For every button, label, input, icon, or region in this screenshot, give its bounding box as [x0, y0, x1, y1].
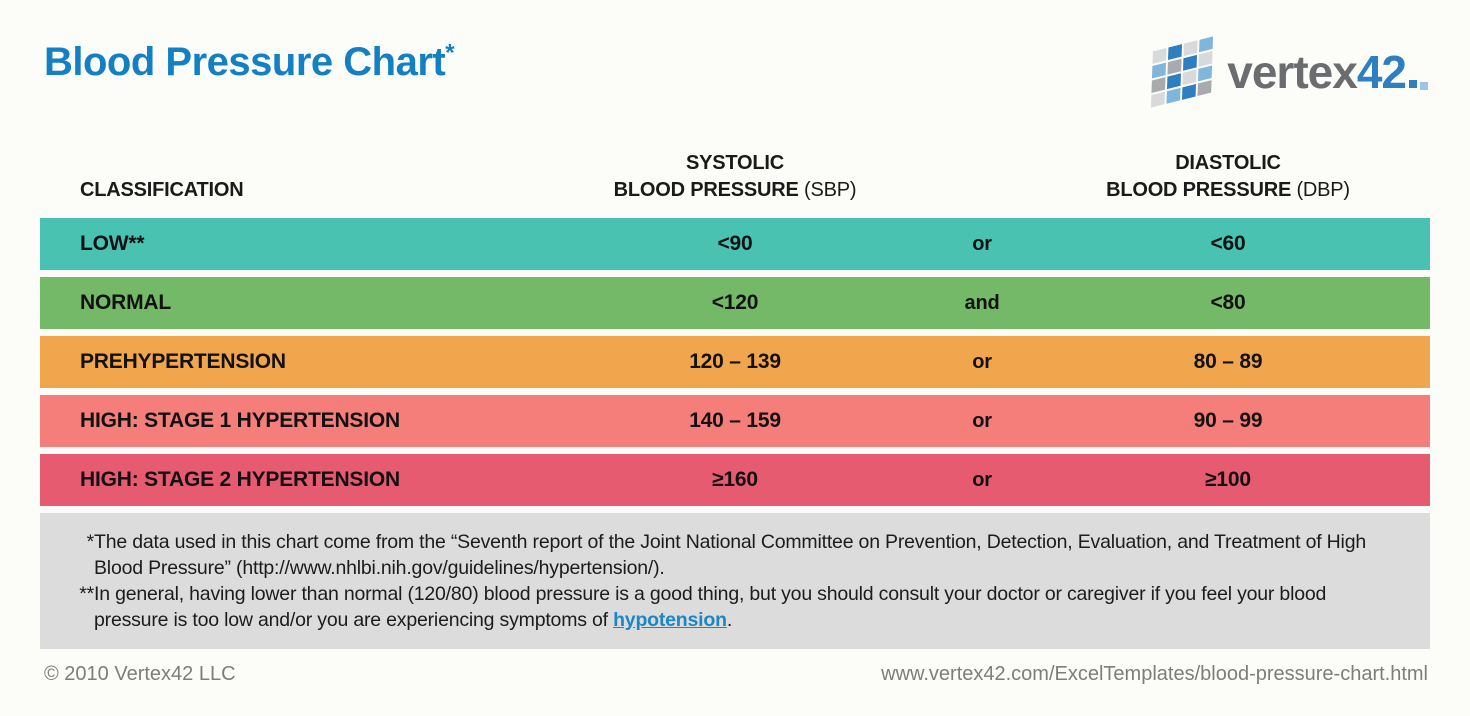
copyright-text: © 2010 Vertex42 LLC — [44, 663, 236, 685]
diastolic-header-abbr: (DBP) — [1296, 179, 1350, 201]
row-classification: LOW** — [80, 232, 145, 255]
table-row-prehypertension: PREHYPERTENSION 120 – 139 or 80 – 89 — [40, 336, 1430, 388]
logo-word: vertex — [1227, 46, 1358, 98]
row-connector: and — [964, 291, 1000, 314]
table-row-stage1-hypertension: HIGH: STAGE 1 HYPERTENSION 140 – 159 or … — [40, 395, 1430, 447]
table-row-stage2-hypertension: HIGH: STAGE 2 HYPERTENSION ≥160 or ≥100 — [40, 454, 1430, 506]
footnote-marker: * — [86, 531, 95, 553]
page-title-text: Blood Pressure Chart — [44, 40, 446, 84]
diastolic-header-bold: BLOOD PRESSURE — [1106, 179, 1292, 201]
row-classification: HIGH: STAGE 1 HYPERTENSION — [80, 409, 400, 432]
footnote-marker: ** — [79, 583, 94, 605]
systolic-header-line2: BLOOD PRESSURE (SBP) — [532, 177, 938, 204]
diastolic-header-line2: BLOOD PRESSURE (DBP) — [1026, 177, 1430, 204]
logo-dot-icon — [1409, 80, 1417, 88]
footnote-low-bp: ** In general, having lower than normal … — [70, 581, 1400, 633]
table-header-row: CLASSIFICATION SYSTOLIC BLOOD PRESSURE (… — [40, 150, 1430, 218]
row-dbp-value: 80 – 89 — [1193, 350, 1263, 373]
footnote-source: * The data used in this chart come from … — [70, 529, 1400, 581]
footnote-source-text: The data used in this chart come from th… — [94, 531, 1366, 579]
column-header-classification: CLASSIFICATION — [80, 179, 244, 201]
title-footnote-marker: * — [445, 39, 455, 67]
row-connector: or — [972, 409, 992, 432]
row-classification: NORMAL — [80, 291, 171, 314]
row-dbp-value: <80 — [1210, 291, 1246, 314]
row-classification: PREHYPERTENSION — [80, 350, 286, 373]
column-header-systolic: SYSTOLIC BLOOD PRESSURE (SBP) — [532, 150, 938, 204]
row-sbp-value: <120 — [711, 291, 759, 314]
vertex42-logo: vertex42 — [1151, 36, 1430, 108]
masthead: Blood Pressure Chart* vertex42 — [40, 36, 1430, 108]
page-title: Blood Pressure Chart* — [40, 36, 455, 88]
systolic-header-abbr: (SBP) — [804, 179, 857, 201]
table-row-low: LOW** <90 or <60 — [40, 218, 1430, 270]
source-url-text: www.vertex42.com/ExcelTemplates/blood-pr… — [881, 663, 1428, 685]
logo-dot-icon — [1420, 82, 1428, 90]
logo-number: 42 — [1356, 46, 1407, 98]
row-connector: or — [972, 468, 992, 491]
footnote-low-bp-text: In general, having lower than normal (12… — [94, 581, 1400, 633]
footnotes-box: * The data used in this chart come from … — [40, 513, 1430, 649]
row-sbp-value: 120 – 139 — [689, 350, 781, 373]
diastolic-header-line1: DIASTOLIC — [1175, 152, 1281, 174]
row-connector: or — [972, 350, 992, 373]
row-sbp-value: 140 – 159 — [689, 409, 781, 432]
vertex42-wordmark: vertex42 — [1227, 42, 1428, 102]
table-row-normal: NORMAL <120 and <80 — [40, 277, 1430, 329]
systolic-header-line1: SYSTOLIC — [685, 152, 785, 174]
systolic-header-bold: BLOOD PRESSURE — [613, 179, 799, 201]
row-dbp-value: 90 – 99 — [1193, 409, 1263, 432]
row-dbp-value: ≥100 — [1205, 468, 1251, 491]
classification-table: LOW** <90 or <60 NORMAL <120 and <80 PRE… — [40, 218, 1430, 506]
page-footer: © 2010 Vertex42 LLC www.vertex42.com/Exc… — [40, 663, 1430, 686]
column-header-diastolic: DIASTOLIC BLOOD PRESSURE (DBP) — [1026, 150, 1430, 204]
hypotension-link[interactable]: hypotension — [613, 609, 727, 631]
row-connector: or — [972, 232, 992, 255]
row-classification: HIGH: STAGE 2 HYPERTENSION — [80, 468, 400, 491]
row-dbp-value: <60 — [1210, 232, 1246, 255]
footnote-text-before-link: In general, having lower than normal (12… — [94, 583, 1327, 631]
vertex42-mosaic-icon — [1151, 36, 1214, 108]
row-sbp-value: <90 — [717, 232, 753, 255]
row-sbp-value: ≥160 — [712, 468, 758, 491]
footnote-text-after-link: . — [726, 609, 733, 631]
